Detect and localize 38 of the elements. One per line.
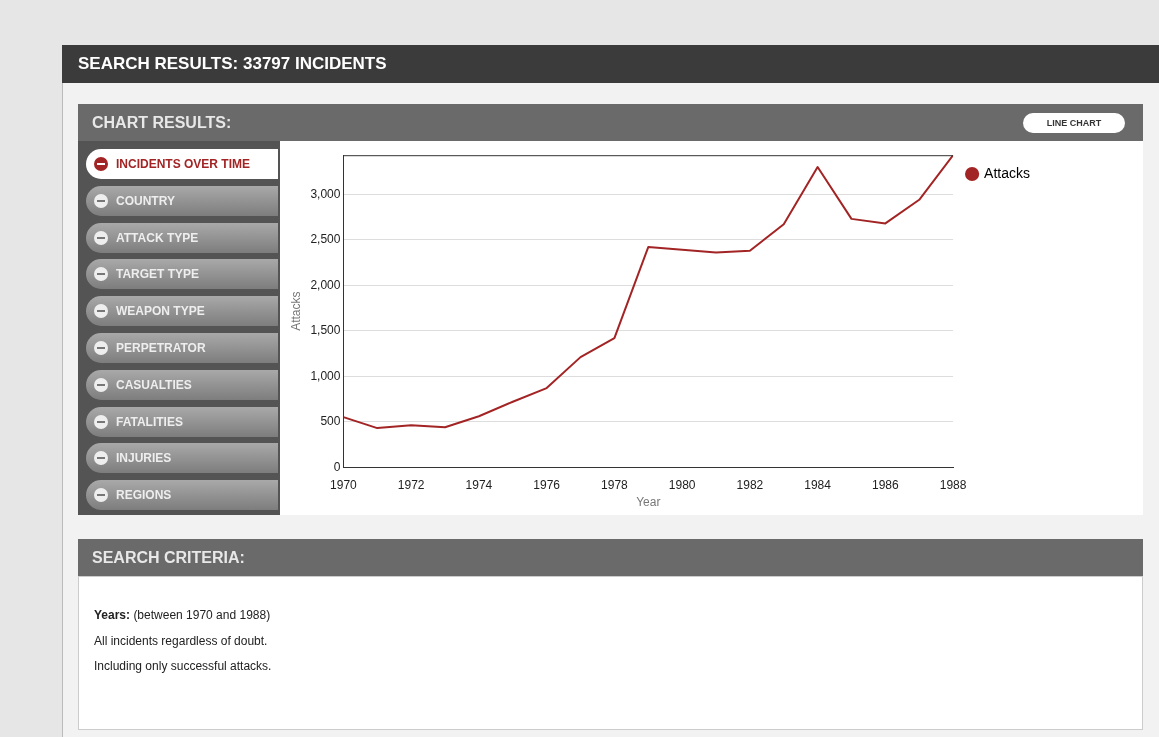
y-tick-label: 2,500 [310, 232, 341, 247]
x-tick-label: 1980 [668, 477, 696, 492]
y-tick-label: 1,500 [310, 323, 341, 338]
text: Years: [94, 608, 131, 622]
chart-title: SEARCH RESULTS: 33797 INCIDENTS [62, 45, 1159, 83]
x-tick-label: 1988 [939, 477, 967, 492]
text: SEARCH CRITERIA: [78, 539, 1143, 576]
text: ATTACK TYPE [116, 230, 199, 245]
text: TARGET TYPE [116, 267, 200, 282]
x-tick-label: 1970 [330, 477, 358, 492]
x-axis-title: Year [636, 495, 661, 510]
text: REGIONS [116, 488, 172, 503]
y-tick-label: 500 [320, 414, 341, 429]
y-tick-label: 2,000 [310, 277, 341, 292]
y-tick-label: 0 [333, 459, 341, 474]
text: INCIDENTS OVER TIME [116, 157, 251, 171]
text: INJURIES [116, 451, 172, 466]
text: All incidents regardless of doubt. [94, 634, 268, 648]
text: (between 1970 and 1988) [133, 608, 271, 622]
x-tick-label: 1986 [872, 477, 900, 492]
text: WEAPON TYPE [116, 304, 205, 319]
text: Including only successful attacks. [94, 659, 272, 673]
x-tick-label: 1976 [533, 477, 561, 492]
y-tick-label: 1,000 [310, 368, 341, 383]
text: PERPETRATOR [116, 341, 206, 355]
x-tick-label: 1978 [601, 477, 629, 492]
x-tick-label: 1984 [804, 477, 832, 492]
x-tick-label: 1972 [397, 477, 425, 492]
legend-label: Attacks [984, 164, 1030, 181]
y-axis-title: Attacks [288, 291, 303, 331]
x-tick-label: 1982 [736, 477, 764, 492]
text: LINE CHART [1023, 113, 1125, 133]
text: COUNTRY [116, 193, 175, 208]
text: FATALITIES [116, 414, 183, 429]
text: CHART RESULTS: [92, 114, 232, 131]
y-tick-label: 3,000 [310, 186, 341, 201]
x-tick-label: 1974 [465, 477, 493, 492]
text: CASUALTIES [116, 377, 192, 392]
